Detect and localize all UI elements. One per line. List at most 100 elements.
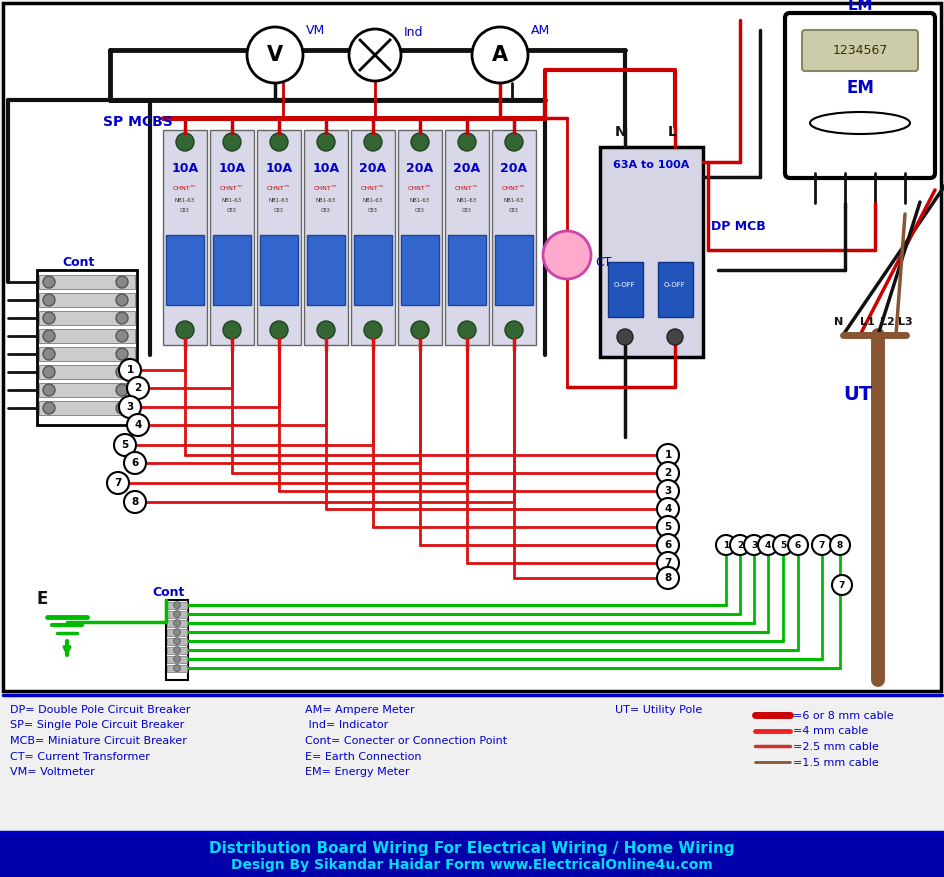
Text: CB3: CB3: [321, 208, 330, 212]
Circle shape: [174, 638, 180, 645]
Circle shape: [363, 133, 381, 151]
Bar: [400, 235, 439, 305]
Circle shape: [124, 452, 145, 474]
Circle shape: [174, 629, 180, 636]
Circle shape: [656, 498, 679, 520]
Bar: [167, 656, 187, 663]
Circle shape: [504, 321, 522, 339]
Text: NB1-63: NB1-63: [503, 197, 524, 203]
Circle shape: [504, 133, 522, 151]
Circle shape: [114, 434, 136, 456]
Text: L2: L2: [879, 317, 894, 327]
Circle shape: [43, 348, 55, 360]
Circle shape: [743, 535, 763, 555]
Circle shape: [176, 321, 194, 339]
Bar: [39, 311, 135, 325]
Text: MCB= Miniature Circuit Breaker: MCB= Miniature Circuit Breaker: [10, 736, 187, 746]
Text: 10A: 10A: [265, 161, 293, 175]
Text: 7: 7: [838, 581, 844, 589]
Text: SP= Single Pole Circuit Breaker: SP= Single Pole Circuit Breaker: [10, 721, 184, 731]
Text: AM: AM: [531, 24, 549, 37]
Text: CHNT™: CHNT™: [173, 186, 196, 190]
Text: CB3: CB3: [227, 208, 237, 212]
Text: CHNT™: CHNT™: [361, 186, 384, 190]
Text: 20A: 20A: [500, 161, 527, 175]
Circle shape: [656, 480, 679, 502]
Circle shape: [174, 665, 180, 672]
Text: 20A: 20A: [406, 161, 433, 175]
Text: CT= Current Transformer: CT= Current Transformer: [10, 752, 150, 761]
Text: =4 mm cable: =4 mm cable: [792, 726, 868, 737]
Text: CB3: CB3: [414, 208, 425, 212]
Bar: [495, 235, 532, 305]
Circle shape: [656, 567, 679, 589]
Circle shape: [811, 535, 831, 555]
Circle shape: [666, 329, 683, 345]
Circle shape: [174, 602, 180, 609]
Text: 1: 1: [722, 540, 729, 550]
Bar: [492, 130, 535, 345]
Text: 7: 7: [664, 558, 671, 568]
Text: 5: 5: [121, 440, 128, 450]
Text: CHNT™: CHNT™: [454, 186, 479, 190]
Text: A: A: [492, 45, 508, 65]
Circle shape: [126, 377, 149, 399]
Circle shape: [716, 535, 735, 555]
Text: 7: 7: [818, 540, 824, 550]
Text: CB3: CB3: [367, 208, 378, 212]
Text: 1234567: 1234567: [832, 45, 886, 58]
Circle shape: [316, 321, 334, 339]
Text: 20A: 20A: [359, 161, 386, 175]
Bar: [260, 235, 297, 305]
Bar: [39, 293, 135, 307]
Circle shape: [116, 348, 127, 360]
Text: EM: EM: [845, 79, 873, 97]
FancyBboxPatch shape: [801, 30, 917, 71]
Text: CB3: CB3: [509, 208, 518, 212]
Text: CHNT™: CHNT™: [220, 186, 244, 190]
Text: AM= Ampere Meter: AM= Ampere Meter: [305, 705, 414, 715]
Circle shape: [124, 491, 145, 513]
Text: L: L: [667, 125, 676, 139]
Text: EM= Energy Meter: EM= Energy Meter: [305, 767, 409, 777]
Bar: [607, 262, 642, 317]
Text: Ind: Ind: [404, 25, 423, 39]
Text: NB1-63: NB1-63: [410, 197, 430, 203]
Circle shape: [116, 312, 127, 324]
Circle shape: [116, 276, 127, 288]
Circle shape: [656, 444, 679, 466]
Text: 8: 8: [131, 497, 139, 507]
Text: 1: 1: [126, 365, 133, 375]
Text: 8: 8: [664, 573, 671, 583]
Text: Ind= Indicator: Ind= Indicator: [305, 721, 388, 731]
Bar: [167, 647, 187, 654]
Text: 1: 1: [664, 450, 671, 460]
Bar: [212, 235, 251, 305]
Text: CT: CT: [595, 256, 611, 269]
Text: N: N: [615, 125, 626, 139]
Circle shape: [458, 321, 476, 339]
Text: VM= Voltmeter: VM= Voltmeter: [10, 767, 94, 777]
Text: EM: EM: [847, 0, 872, 13]
Circle shape: [174, 610, 180, 617]
Text: L3: L3: [897, 317, 912, 327]
Text: CB3: CB3: [180, 208, 190, 212]
Text: 6: 6: [664, 540, 671, 550]
Bar: [257, 130, 301, 345]
Text: E= Earth Connection: E= Earth Connection: [305, 752, 421, 761]
Text: 4: 4: [134, 420, 142, 430]
Text: 4: 4: [764, 540, 770, 550]
Bar: [167, 611, 187, 618]
Text: 7: 7: [114, 478, 122, 488]
Circle shape: [270, 321, 288, 339]
Text: 2: 2: [134, 383, 142, 393]
Circle shape: [543, 231, 590, 279]
Circle shape: [348, 29, 400, 81]
Circle shape: [43, 384, 55, 396]
Text: NB1-63: NB1-63: [315, 197, 336, 203]
Text: NB1-63: NB1-63: [175, 197, 194, 203]
Text: 10A: 10A: [312, 161, 339, 175]
Bar: [39, 329, 135, 343]
Text: 3: 3: [126, 402, 133, 412]
Text: 2: 2: [664, 468, 671, 478]
